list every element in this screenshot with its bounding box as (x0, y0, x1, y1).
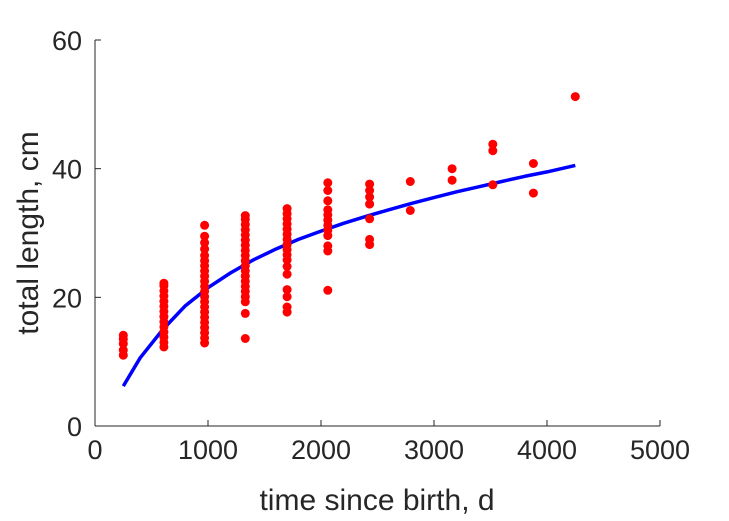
x-tick-label: 5000 (630, 435, 690, 465)
x-tick-label: 2000 (291, 435, 351, 465)
data-point (282, 292, 292, 302)
data-point (240, 334, 250, 343)
data-point (282, 285, 292, 295)
x-tick-label: 0 (87, 435, 102, 465)
data-point (282, 302, 292, 312)
data-point (282, 262, 292, 271)
data-point (200, 231, 210, 241)
y-tick-label: 0 (67, 412, 82, 442)
axes: 0 1000 2000 3000 4000 5000 0 20 40 60 (52, 26, 690, 465)
data-point (323, 205, 333, 215)
x-tick-label: 1000 (178, 435, 238, 465)
data-point (323, 186, 333, 195)
data-point (405, 206, 415, 215)
data-point (488, 146, 498, 156)
data-point (405, 177, 415, 186)
y-tick-label: 40 (52, 155, 82, 185)
data-point (240, 308, 250, 318)
data-point (528, 159, 538, 168)
data-point (447, 164, 457, 174)
data-point (365, 214, 375, 224)
x-tick-label: 3000 (404, 435, 464, 465)
data-point (323, 196, 333, 206)
data-point (365, 186, 375, 195)
fit-curve (121, 163, 576, 387)
y-tick-label: 20 (52, 283, 82, 313)
data-point (200, 251, 210, 260)
data-point (365, 234, 375, 244)
data-point (118, 345, 128, 355)
data-point (282, 204, 292, 214)
data-point (159, 278, 169, 288)
data-point (118, 330, 128, 340)
data-point (570, 92, 580, 102)
data-point (282, 269, 292, 279)
x-axis-title: time since birth, d (259, 484, 494, 517)
data-point (365, 199, 375, 209)
y-axis-title: total length, cm (12, 131, 45, 334)
plot-area (118, 92, 580, 387)
data-point (488, 139, 498, 149)
data-point (488, 180, 498, 190)
data-point (323, 285, 333, 295)
data-point (323, 241, 333, 251)
data-point (240, 211, 250, 221)
y-tick-label: 60 (52, 26, 82, 56)
data-point (365, 192, 375, 202)
x-tick-label: 4000 (517, 435, 577, 465)
data-point (365, 179, 375, 189)
data-point (528, 188, 538, 198)
data-point (200, 220, 210, 230)
data-point (200, 238, 210, 248)
data-point (200, 244, 210, 254)
data-point (447, 175, 457, 185)
data-point (323, 178, 333, 188)
